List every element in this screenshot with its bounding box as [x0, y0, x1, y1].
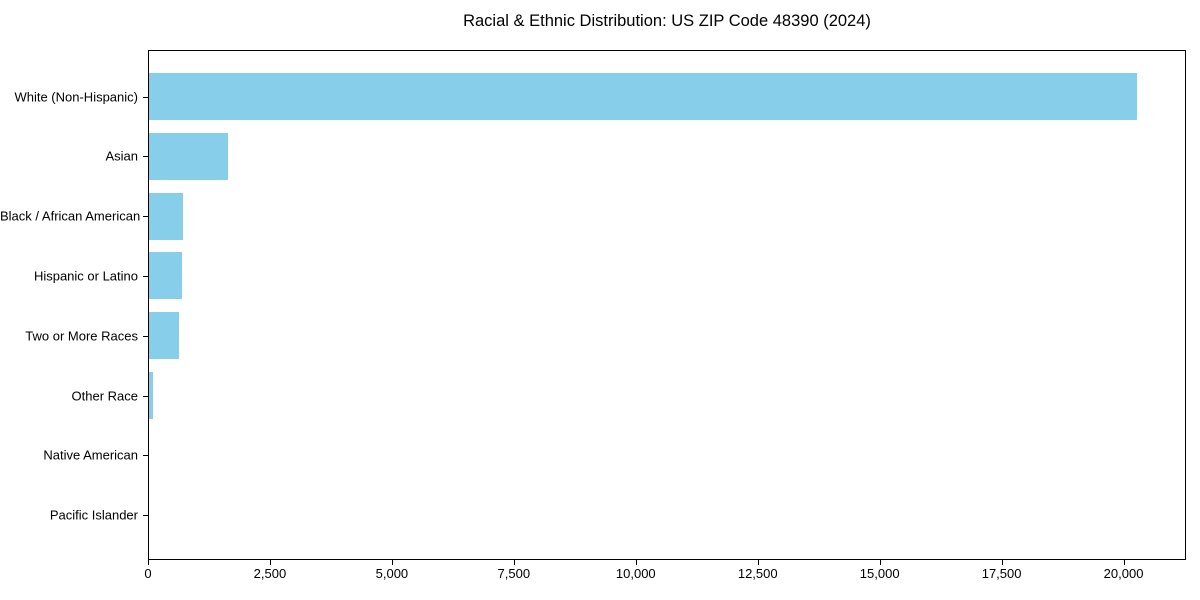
x-axis-tick-label: 20,000: [1103, 566, 1144, 581]
y-axis-label: Pacific Islander: [49, 507, 138, 523]
y-axis-tick: [143, 335, 148, 337]
x-axis-tick: [269, 560, 271, 565]
x-axis-tick-label: 10,000: [615, 566, 656, 581]
bar: [149, 192, 183, 240]
x-axis-tick: [879, 560, 881, 565]
y-axis-tick: [143, 515, 148, 517]
x-axis-tick-label: 7,500: [497, 566, 531, 581]
x-axis-tick-label: 0: [144, 566, 152, 581]
x-axis-tick: [391, 560, 393, 565]
x-axis-tick-label: 17,500: [981, 566, 1022, 581]
y-axis-label: Native American: [43, 447, 138, 463]
x-axis-tick-label: 2,500: [253, 566, 287, 581]
y-axis-label: Two or More Races: [25, 328, 138, 344]
x-axis-tick-label: 5,000: [375, 566, 409, 581]
y-axis-tick: [143, 96, 148, 98]
x-axis-tick: [1123, 560, 1125, 565]
bar: [149, 372, 153, 419]
x-axis-tick: [148, 560, 149, 565]
y-axis-tick: [143, 216, 148, 218]
y-axis-label: Hispanic or Latino: [33, 268, 138, 284]
bar: [149, 252, 182, 300]
bar: [149, 73, 1137, 120]
x-axis-tick-label: 12,500: [737, 566, 778, 581]
x-axis-tick: [635, 560, 637, 565]
chart-title: Racial & Ethnic Distribution: US ZIP Cod…: [463, 12, 871, 30]
bar: [149, 312, 179, 360]
y-axis-label: Black / African American: [0, 208, 141, 224]
y-axis-tick: [143, 156, 148, 158]
x-axis-tick: [513, 560, 515, 565]
bar: [149, 132, 228, 180]
x-axis-tick: [1001, 560, 1003, 565]
y-axis-tick: [143, 455, 148, 457]
x-axis-tick-label: 15,000: [859, 566, 900, 581]
x-axis-tick: [757, 560, 759, 565]
y-axis-label: Other Race: [71, 388, 138, 403]
y-axis-label: Asian: [105, 148, 138, 164]
y-axis-tick: [143, 395, 148, 397]
y-axis-tick: [143, 275, 148, 277]
plot-area: [148, 50, 1186, 560]
y-axis-label: White (Non-Hispanic): [14, 89, 138, 104]
